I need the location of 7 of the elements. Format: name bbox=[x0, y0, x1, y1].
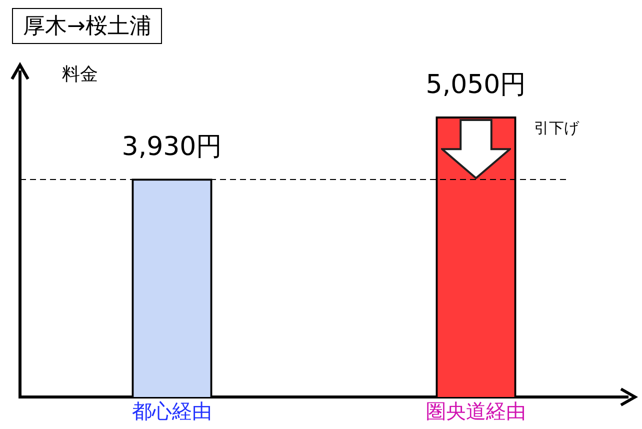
annotation: 引下げ bbox=[534, 118, 579, 138]
x-tick-label: 圏央道経由 bbox=[426, 399, 526, 424]
chart-title: 厚木→桜土浦 bbox=[12, 8, 162, 44]
data-label: 5,050円 bbox=[426, 70, 526, 100]
data-label: 3,930円 bbox=[122, 132, 222, 162]
y-axis-title: 料金 bbox=[62, 63, 98, 86]
x-tick-label: 都心経由 bbox=[132, 399, 212, 424]
